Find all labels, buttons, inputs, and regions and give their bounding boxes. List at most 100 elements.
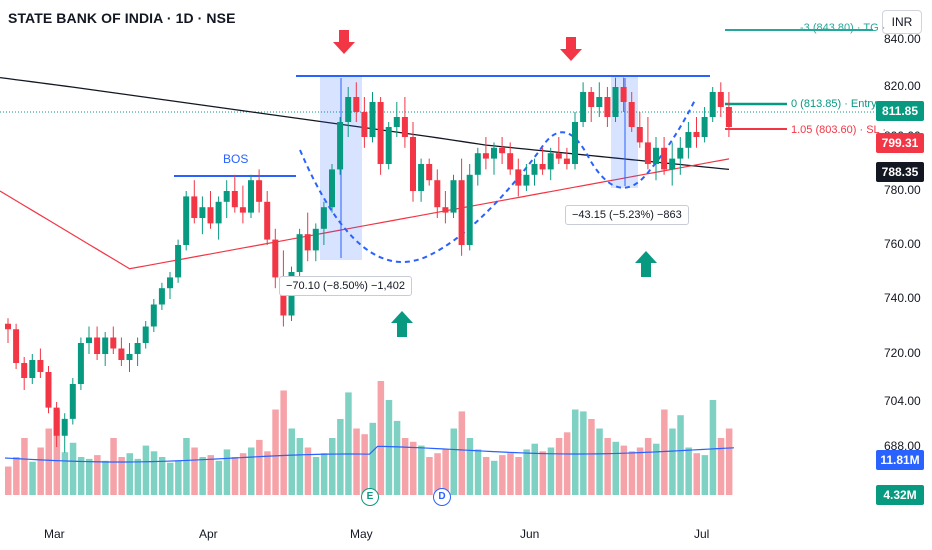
candle-body xyxy=(547,153,554,170)
candle-body xyxy=(418,164,425,191)
volume-bar xyxy=(183,438,190,495)
measure-box-1[interactable]: −70.10 (−8.50%) −1,402 xyxy=(279,276,412,296)
candle-body xyxy=(385,127,392,164)
ma-price-tag: 788.35 xyxy=(876,162,924,182)
volume-bar xyxy=(191,447,198,495)
candle-body xyxy=(644,142,651,164)
measure-box-2[interactable]: −43.15 (−5.23%) −863 xyxy=(565,205,689,225)
volume-bar xyxy=(410,441,417,495)
candle-body xyxy=(264,201,271,240)
volume-bar xyxy=(515,457,522,495)
volume-bar xyxy=(604,438,611,495)
volume-bar xyxy=(45,428,52,495)
candle-body xyxy=(13,329,20,363)
volume-bar xyxy=(142,445,150,495)
volume-bar xyxy=(199,457,206,495)
volume-bar xyxy=(701,455,709,495)
candle-body xyxy=(474,153,481,175)
candle-body xyxy=(94,337,101,354)
volume-bar xyxy=(499,455,506,495)
candle-body xyxy=(272,239,279,278)
candle-body xyxy=(304,234,311,251)
volume-bar xyxy=(507,453,514,495)
volume-bar xyxy=(563,432,571,495)
volume-bar xyxy=(393,420,401,495)
volume-bar xyxy=(288,428,295,495)
volume-bar xyxy=(280,390,287,495)
currency-button[interactable]: INR xyxy=(882,10,922,34)
candle-body xyxy=(482,153,489,159)
entry-label: 0 (813.85) · Entry · xyxy=(791,98,884,110)
volume-bar xyxy=(482,457,490,495)
volume-bar xyxy=(693,453,700,495)
candle-body xyxy=(223,191,230,202)
volume-bar xyxy=(661,409,668,495)
dividend-marker[interactable]: D xyxy=(433,488,451,506)
volume-bar xyxy=(572,409,579,495)
volume-bar xyxy=(458,411,466,495)
candle-body xyxy=(555,153,562,159)
volume-bar xyxy=(523,449,530,495)
candle-body xyxy=(45,372,52,408)
candle-body xyxy=(280,277,287,316)
volume-bar xyxy=(580,411,587,495)
candle-body xyxy=(612,87,619,117)
x-tick-label: Jul xyxy=(694,527,710,541)
candle-body xyxy=(86,337,92,343)
cup-handle-curve xyxy=(299,99,696,263)
buy-arrow-2 xyxy=(635,251,657,277)
volume-bar xyxy=(5,466,12,495)
candle-body xyxy=(701,117,708,137)
volume-bar xyxy=(466,438,474,495)
volume-bar xyxy=(272,409,279,495)
volume-bar xyxy=(264,451,271,495)
volume-bar xyxy=(69,442,77,495)
y-tick-label: 760.00 xyxy=(884,237,921,251)
x-tick-label: May xyxy=(350,527,373,541)
x-tick-label: Jun xyxy=(520,527,540,541)
volume-bar xyxy=(248,447,255,495)
volume-bar xyxy=(685,447,692,495)
sl-label: 1.05 (803.60) · SL · xyxy=(791,124,886,136)
candle-body xyxy=(491,147,497,159)
volume-bar xyxy=(296,438,304,495)
volume-bar xyxy=(434,453,441,495)
volume-bar xyxy=(215,460,223,495)
volume-bar xyxy=(418,445,425,495)
volume-bar xyxy=(53,409,61,495)
candle-body xyxy=(191,196,198,218)
candle-body xyxy=(685,132,692,148)
volume-bar xyxy=(320,453,328,495)
volume-bar xyxy=(134,458,142,495)
candle-body xyxy=(450,180,457,213)
volume-bar xyxy=(555,438,563,495)
candle-body xyxy=(53,407,60,436)
candle-body xyxy=(361,112,368,137)
volume-bar xyxy=(329,438,336,495)
volume-bar xyxy=(353,428,360,495)
volume-bar xyxy=(167,462,174,495)
volume-bars xyxy=(5,381,733,495)
y-tick-label: 704.00 xyxy=(884,394,921,408)
candle-body xyxy=(725,107,732,127)
candle-body xyxy=(580,92,587,122)
candle-body xyxy=(539,164,546,170)
earnings-marker[interactable]: E xyxy=(361,488,379,506)
volume-bar xyxy=(725,428,733,495)
volume-bar xyxy=(717,438,725,495)
volume-bar xyxy=(620,445,628,495)
candle-body xyxy=(636,127,643,143)
volume-bar xyxy=(61,452,69,495)
volume-bar xyxy=(669,428,676,495)
volume-bar xyxy=(547,447,555,495)
volume-bar xyxy=(361,434,368,495)
volume-bar xyxy=(345,392,352,495)
volume-bar xyxy=(207,455,214,495)
volume-bar xyxy=(628,451,636,495)
candle-body xyxy=(256,180,263,202)
volume-bar xyxy=(102,460,109,495)
buy-arrow-1 xyxy=(391,311,413,337)
volume-bar xyxy=(653,443,660,495)
candle-body xyxy=(167,277,173,289)
